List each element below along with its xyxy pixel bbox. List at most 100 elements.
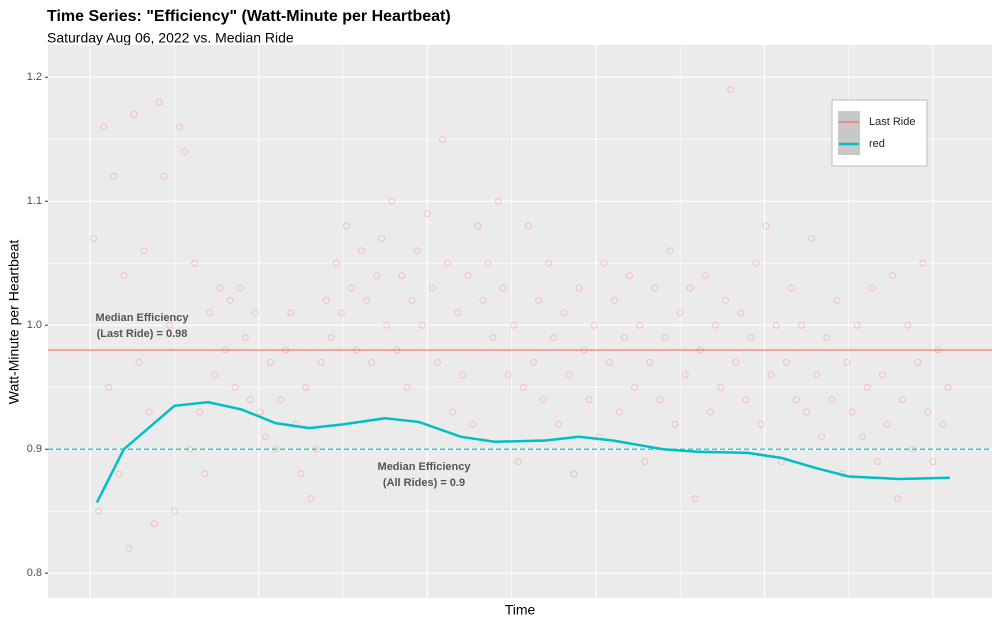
point	[803, 408, 811, 416]
point	[413, 247, 421, 255]
y-tick-label: 0.8	[27, 567, 42, 579]
point	[605, 358, 613, 366]
annotation: (All Rides) = 0.9	[383, 477, 465, 489]
point	[216, 284, 224, 292]
annotation: Median Efficiency	[96, 312, 190, 324]
point	[808, 234, 816, 242]
point	[504, 371, 512, 379]
point	[924, 408, 932, 416]
point	[418, 321, 426, 329]
point	[368, 358, 376, 366]
point	[600, 259, 608, 267]
point	[241, 334, 249, 342]
point	[514, 458, 522, 466]
point	[889, 272, 897, 280]
point	[125, 544, 133, 552]
point	[757, 420, 765, 428]
point	[494, 197, 502, 205]
point	[732, 358, 740, 366]
point	[848, 408, 856, 416]
point	[868, 284, 876, 292]
point	[737, 309, 745, 317]
point	[246, 396, 254, 404]
point	[206, 309, 214, 317]
point	[641, 458, 649, 466]
point	[535, 296, 543, 304]
point	[196, 408, 204, 416]
point	[110, 172, 118, 180]
point	[332, 259, 340, 267]
chart-subtitle: Saturday Aug 06, 2022 vs. Median Ride	[47, 30, 294, 46]
point	[135, 358, 143, 366]
point	[929, 458, 937, 466]
legend-label: red	[869, 138, 885, 150]
point	[499, 284, 507, 292]
point	[105, 383, 113, 391]
point	[287, 309, 295, 317]
point	[524, 222, 532, 230]
point	[722, 296, 730, 304]
point	[464, 272, 472, 280]
point	[747, 334, 755, 342]
point	[100, 123, 108, 131]
point	[585, 396, 593, 404]
point	[317, 358, 325, 366]
point	[646, 358, 654, 366]
point	[181, 148, 189, 156]
point	[676, 309, 684, 317]
point	[575, 284, 583, 292]
point	[297, 470, 305, 478]
point	[631, 383, 639, 391]
point	[423, 210, 431, 218]
point	[610, 296, 618, 304]
point	[115, 470, 123, 478]
point	[651, 284, 659, 292]
point	[752, 259, 760, 267]
y-axis-label: Watt-Minute per Heartbeat	[6, 240, 22, 405]
point	[428, 284, 436, 292]
smooth-line	[95, 400, 950, 504]
point	[873, 458, 881, 466]
point	[565, 371, 573, 379]
y-tick-label: 0.9	[27, 443, 42, 455]
point	[358, 247, 366, 255]
point	[798, 321, 806, 329]
point	[479, 296, 487, 304]
point	[90, 234, 98, 242]
point	[347, 284, 355, 292]
point	[858, 433, 866, 441]
point	[762, 222, 770, 230]
point	[327, 334, 335, 342]
point	[201, 470, 209, 478]
point	[853, 321, 861, 329]
point	[666, 247, 674, 255]
point	[307, 495, 315, 503]
point	[251, 309, 259, 317]
point	[863, 383, 871, 391]
point	[474, 222, 482, 230]
point	[706, 408, 714, 416]
point	[191, 259, 199, 267]
point	[373, 272, 381, 280]
point	[337, 309, 345, 317]
point	[484, 259, 492, 267]
point	[145, 408, 153, 416]
point	[823, 334, 831, 342]
point	[175, 123, 183, 131]
point	[621, 334, 629, 342]
y-tick-label: 1.1	[27, 195, 42, 207]
point	[691, 495, 699, 503]
point	[292, 420, 300, 428]
point	[944, 383, 952, 391]
point	[742, 396, 750, 404]
point	[383, 321, 391, 329]
point	[363, 296, 371, 304]
point	[236, 284, 244, 292]
point	[727, 86, 735, 94]
point	[140, 247, 148, 255]
point	[150, 520, 158, 528]
point	[398, 272, 406, 280]
point	[449, 408, 457, 416]
point	[828, 396, 836, 404]
